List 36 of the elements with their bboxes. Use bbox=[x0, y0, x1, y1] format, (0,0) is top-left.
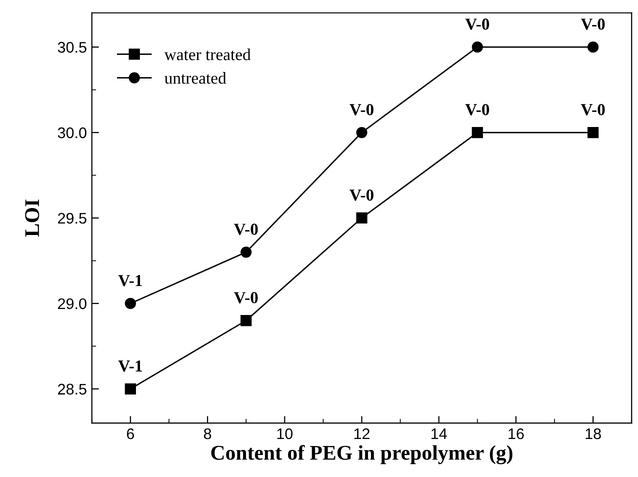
x-tick-label: 18 bbox=[586, 428, 601, 440]
point bbox=[356, 212, 368, 224]
data-label: V-0 bbox=[350, 189, 374, 201]
data-label: V-0 bbox=[350, 104, 374, 116]
x-tick-label: 14 bbox=[432, 428, 447, 440]
data-label: V-0 bbox=[580, 104, 605, 116]
y-tick-label: 28.5 bbox=[58, 384, 86, 395]
y-axis-title: LOI bbox=[25, 200, 40, 237]
data-label: V-0 bbox=[465, 104, 490, 116]
x-tick-label: 6 bbox=[126, 428, 134, 440]
x-tick-label: 16 bbox=[508, 428, 524, 440]
y-tick-label: 29.5 bbox=[58, 212, 86, 224]
point bbox=[472, 42, 483, 53]
x-tick-label: 8 bbox=[204, 428, 212, 440]
x-tick-label: 12 bbox=[354, 428, 370, 440]
data-label: V-0 bbox=[234, 224, 258, 235]
point bbox=[588, 42, 599, 53]
data-label: V-0 bbox=[580, 18, 605, 30]
legend-label: untreated bbox=[164, 72, 226, 84]
point bbox=[240, 246, 252, 258]
point bbox=[472, 126, 483, 138]
y-tick-label: 29.0 bbox=[58, 298, 86, 310]
point bbox=[356, 126, 368, 138]
point bbox=[240, 314, 252, 326]
data-label: V-0 bbox=[234, 292, 258, 304]
point bbox=[124, 383, 136, 394]
data-label: V-1 bbox=[118, 360, 142, 372]
data-label: V-1 bbox=[118, 275, 142, 286]
y-tick-label: 30.0 bbox=[58, 127, 86, 138]
point bbox=[588, 126, 599, 138]
data-label: V-0 bbox=[465, 18, 490, 30]
y-tick-label: 30.5 bbox=[58, 42, 86, 53]
x-axis-title: Content of PEG in prepolymer (g) bbox=[211, 444, 512, 464]
point bbox=[124, 298, 136, 310]
x-tick-label: 10 bbox=[277, 428, 293, 440]
legend-label: water treated bbox=[164, 48, 251, 60]
